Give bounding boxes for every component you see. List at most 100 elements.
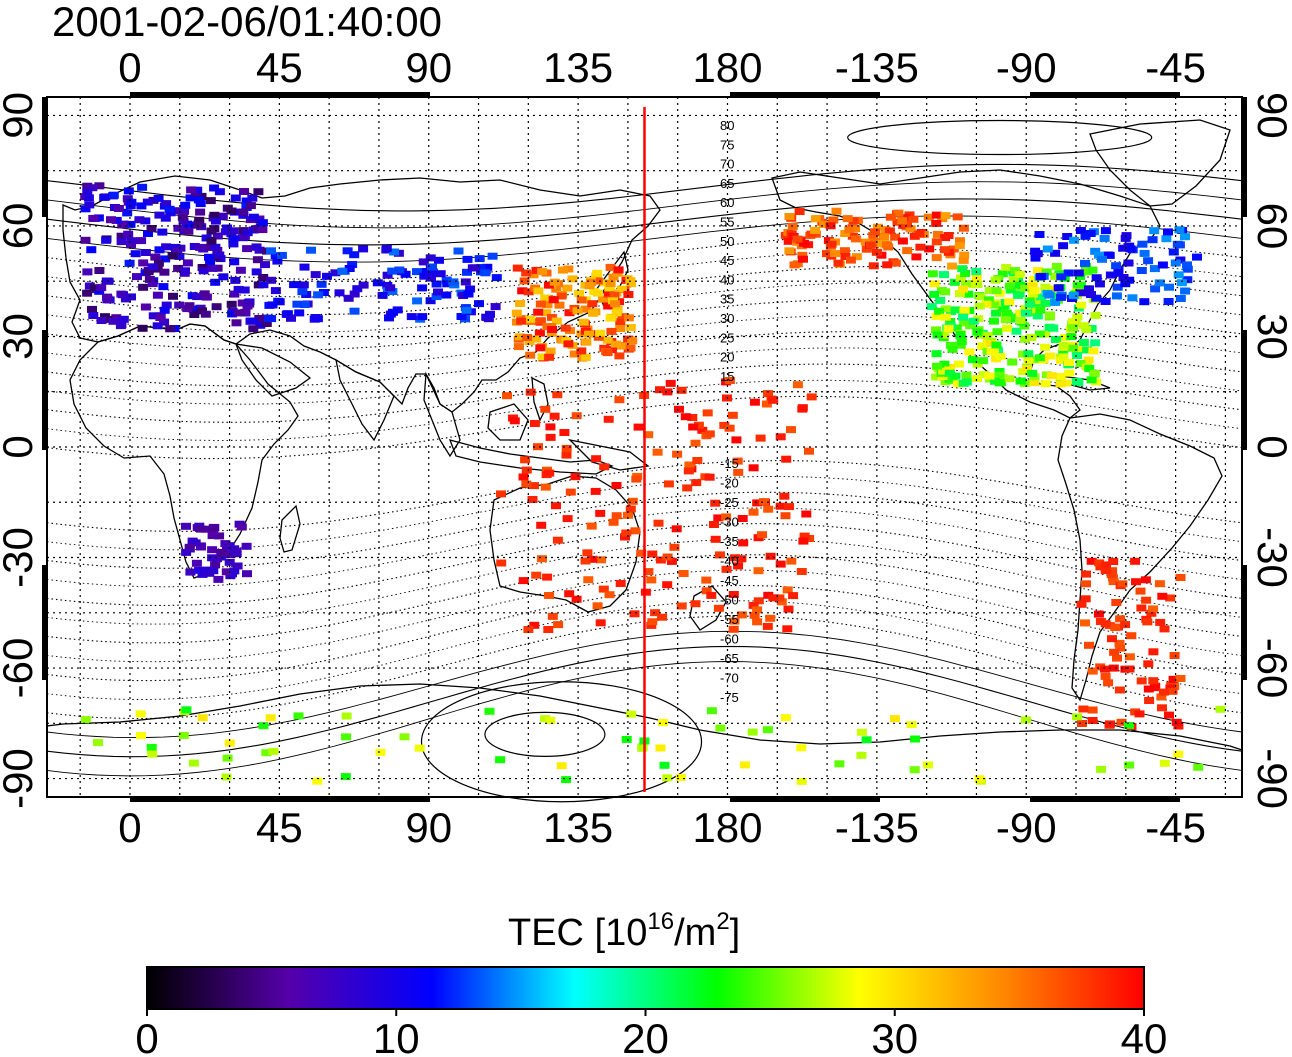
tec-pixel	[981, 300, 992, 308]
tec-pixel	[897, 237, 908, 245]
tec-pixel	[1090, 247, 1101, 255]
colorbar-title: TEC [1016/m2]	[508, 908, 740, 954]
tec-pixel	[1073, 269, 1084, 277]
tec-pixel	[940, 212, 951, 220]
tec-pixel	[931, 312, 942, 320]
tec-pixel	[1149, 227, 1160, 235]
tec-pixel	[186, 186, 197, 194]
tec-pixel	[825, 222, 836, 230]
tec-pixel	[544, 353, 555, 361]
top-longitude-labels: 0 45 90 135 180 -135 -90 -45	[118, 44, 1206, 91]
tec-pixel	[210, 561, 221, 569]
tec-pixel	[545, 716, 556, 724]
tec-pixel	[1064, 369, 1075, 377]
tec-pixel	[616, 285, 627, 293]
tec-pixel	[1105, 271, 1116, 279]
tec-pixel	[1032, 250, 1043, 258]
right-latitude-label: 90	[1249, 92, 1292, 139]
contour-label: -25	[720, 495, 739, 510]
tec-pixel	[115, 322, 126, 330]
tec-pixel	[561, 444, 572, 452]
tec-pixel	[768, 594, 779, 602]
tec-pixel	[540, 715, 551, 723]
tec-pixel	[927, 270, 938, 278]
tec-pixel	[496, 490, 506, 498]
tec-pixel	[974, 775, 985, 783]
tec-pixel	[340, 773, 351, 781]
tec-pixel	[1063, 269, 1074, 277]
tec-pixel	[653, 519, 664, 527]
tec-pixel	[458, 292, 469, 299]
tec-pixel	[1154, 279, 1165, 287]
tec-pixel	[233, 309, 244, 317]
tec-pixel	[623, 511, 633, 519]
tec-pixel	[671, 525, 682, 533]
tec-pixel	[910, 735, 921, 743]
tec-pixel	[1008, 276, 1019, 283]
tec-pixel	[797, 405, 808, 413]
tec-pixel	[227, 310, 238, 318]
tec-pixel	[1084, 285, 1094, 293]
tec-pixel	[989, 301, 1000, 309]
tec-pixel	[943, 324, 954, 332]
contour-label: -40	[720, 554, 739, 569]
tec-pixel	[792, 235, 803, 243]
tec-pixel	[931, 238, 942, 246]
tec-pixel	[604, 591, 615, 599]
tec-pixel	[776, 598, 787, 606]
tec-pixel	[225, 551, 236, 558]
tec-pixel	[995, 352, 1006, 360]
left-latitude-label: 0	[0, 435, 41, 458]
tec-pixel	[804, 447, 814, 455]
tec-pixel	[196, 525, 206, 533]
tec-pixel	[926, 303, 937, 311]
tec-pixel	[207, 264, 218, 272]
tec-pixel	[344, 265, 355, 272]
tec-pixel	[934, 307, 945, 315]
tec-pixel	[89, 284, 100, 292]
tec-pixel	[972, 328, 983, 336]
tec-pixel	[955, 237, 965, 245]
tec-pixel	[1051, 262, 1062, 270]
tec-pixel	[952, 213, 963, 221]
tec-pixel	[580, 305, 591, 313]
tec-pixel	[603, 415, 614, 423]
tec-pixel	[782, 625, 793, 633]
tec-pixel	[122, 209, 133, 217]
tec-pixel	[108, 191, 119, 199]
tec-pixel	[527, 496, 538, 503]
tec-pixel	[1176, 279, 1187, 287]
tec-pixel	[1048, 324, 1059, 332]
contour-label: -70	[720, 671, 739, 686]
tec-pixel	[140, 249, 151, 256]
tec-pixel	[1068, 344, 1079, 352]
tec-pixel	[239, 286, 250, 294]
tec-pixel	[183, 227, 194, 235]
contour-label: 40	[720, 272, 734, 287]
tec-pixel	[765, 552, 776, 560]
tec-pixel	[950, 372, 961, 380]
tec-pixel	[1111, 262, 1122, 270]
tec-pixel	[195, 208, 206, 216]
tec-pixel	[611, 309, 622, 317]
tec-pixel	[967, 356, 978, 364]
tec-pixel	[1108, 664, 1119, 672]
tec-pixel	[763, 591, 774, 599]
tec-pixel	[101, 236, 112, 244]
tec-pixel	[929, 290, 940, 298]
tec-pixel	[738, 539, 749, 547]
tec-pixel	[184, 543, 195, 551]
tec-pixel	[372, 279, 383, 287]
tec-pixel	[833, 259, 844, 267]
tec-pixel	[427, 268, 438, 276]
right-latitude-labels: 90 60 30 0 -30 -60 -90	[1249, 92, 1292, 809]
tec-pixel	[533, 308, 544, 316]
coastline-borneo	[487, 403, 529, 441]
tec-pixel	[763, 505, 774, 513]
bottom-longitude-label: -135	[835, 804, 919, 851]
tec-pixel	[1001, 264, 1012, 271]
tec-pixel	[1034, 354, 1045, 362]
tec-pixel	[159, 306, 170, 314]
tec-pixel	[1020, 335, 1030, 343]
